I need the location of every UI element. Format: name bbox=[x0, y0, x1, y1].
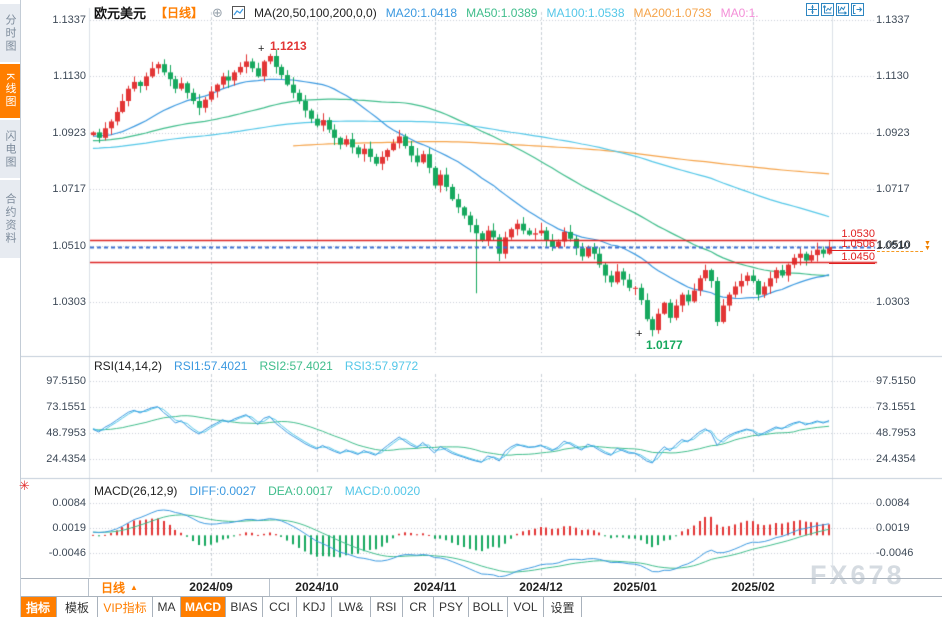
tab-cci[interactable]: CCI bbox=[263, 597, 297, 617]
sidebar-item-4[interactable]: 合约资料 bbox=[0, 180, 20, 258]
price-axis-label-right: 1.0923 bbox=[876, 127, 910, 139]
xaxis-month-label: 2025/01 bbox=[613, 580, 657, 594]
resistance-level-label: 1.0530 bbox=[829, 229, 875, 241]
rsi-axis-label-right: 24.4354 bbox=[876, 453, 916, 465]
price-axis-label-right: 1.0717 bbox=[876, 183, 910, 195]
sidebar-item-3[interactable]: 闪电图 bbox=[0, 120, 20, 178]
macd-axis-label-left: 0.0019 bbox=[52, 522, 86, 534]
tab-设置[interactable]: 设置 bbox=[544, 597, 582, 617]
rsi-axis-label-left: 48.7953 bbox=[46, 427, 86, 439]
price-axis-label-right: 1.0510 bbox=[876, 240, 910, 252]
tab-bias[interactable]: BIAS bbox=[226, 597, 263, 617]
period-tag: 【日线】 bbox=[155, 6, 204, 20]
rsi-axis-label-left: 73.1551 bbox=[46, 401, 86, 413]
tab-模板[interactable]: 模板 bbox=[57, 597, 98, 617]
price-axis-label-left: 1.0303 bbox=[52, 296, 86, 308]
tab-psy[interactable]: PSY bbox=[434, 597, 469, 617]
ma-indicator-icon[interactable] bbox=[231, 6, 245, 19]
low-annotation: 1.0177 bbox=[646, 338, 683, 352]
price-axis-label-left: 1.0510 bbox=[52, 240, 86, 252]
price-axis-label-right: 1.0303 bbox=[876, 296, 910, 308]
tab-boll[interactable]: BOLL bbox=[469, 597, 508, 617]
rsi-axis-label-right: 48.7953 bbox=[876, 427, 916, 439]
rsi3-value: RSI3:57.9772 bbox=[344, 359, 419, 373]
ma200-value: MA200:1.0733 bbox=[633, 5, 712, 20]
support-level-label: 1.0450 bbox=[829, 252, 875, 264]
y-axis-zoom-icon[interactable] bbox=[821, 3, 834, 21]
axis-price-label: 1.0510 bbox=[877, 240, 923, 252]
low-marker-icon: + bbox=[636, 328, 643, 340]
xaxis-row: 日线 ▲ bbox=[20, 578, 942, 597]
chart-type-sidebar: 分时图 K线图 闪电图 合约资料 bbox=[0, 0, 21, 617]
period-dropdown[interactable]: 日线 ▲ bbox=[88, 579, 270, 596]
macd-axis-label-right: 0.0084 bbox=[876, 497, 910, 509]
price-axis-label-right: 1.1337 bbox=[876, 14, 910, 26]
symbol-name: 欧元美元 bbox=[94, 6, 147, 21]
macd-axis-label-left: -0.0046 bbox=[48, 547, 86, 559]
x-axis-zoom-icon[interactable] bbox=[836, 3, 849, 21]
rsi-title: RSI(14,14,2) bbox=[94, 359, 163, 373]
chart-header: 欧元美元 【日线】 ⊕ MA(20,50,100,200,0,0) MA20:1… bbox=[94, 3, 759, 22]
sidebar-item-2[interactable]: K线图 bbox=[0, 64, 20, 118]
rsi2-value: RSI2:57.4021 bbox=[259, 359, 333, 373]
macd-title: MACD(26,12,9) bbox=[94, 484, 178, 498]
xaxis-month-label: 2024/09 bbox=[189, 580, 233, 594]
ma100-value: MA100:1.0538 bbox=[546, 5, 625, 20]
tab-kdj[interactable]: KDJ bbox=[297, 597, 332, 617]
macd-axis-label-right: -0.0046 bbox=[876, 547, 914, 559]
rsi-axis-label-right: 73.1551 bbox=[876, 401, 916, 413]
rsi-axis-label-left: 97.5150 bbox=[46, 375, 86, 387]
dea-value: DEA:0.0017 bbox=[268, 484, 333, 498]
price-axis-label-left: 1.0717 bbox=[52, 183, 86, 195]
sidebar-item-1[interactable]: 分时图 bbox=[0, 4, 20, 62]
tab-指标[interactable]: 指标 bbox=[20, 597, 57, 617]
tab-vip指标[interactable]: VIP指标 bbox=[98, 597, 153, 617]
indicator-tabbar: 指标 模板 VIP指标 MA MACD BIAS CCI KDJ LW& RSI CR PSY BOLL… bbox=[20, 597, 942, 617]
diff-value: DIFF:0.0027 bbox=[189, 484, 257, 498]
rsi1-value: RSI1:57.4021 bbox=[174, 359, 248, 373]
price-axis-label-left: 1.1130 bbox=[53, 70, 86, 82]
tab-ma[interactable]: MA bbox=[153, 597, 181, 617]
ma0-value: MA0:1. bbox=[720, 5, 759, 20]
ma50-value: MA50:1.0389 bbox=[466, 5, 538, 20]
high-annotation: 1.1213 bbox=[270, 39, 307, 53]
xaxis-month-label: 2024/11 bbox=[413, 580, 457, 594]
macd-axis-label-left: 0.0084 bbox=[52, 497, 86, 509]
dropdown-arrow-icon: ▲ bbox=[130, 583, 138, 592]
macd-value: MACD:0.0020 bbox=[344, 484, 421, 498]
alert-burst-icon[interactable]: ✳ bbox=[19, 478, 30, 493]
exit-fullscreen-icon[interactable] bbox=[851, 3, 864, 21]
tab-macd[interactable]: MACD bbox=[181, 597, 226, 617]
tab-vol[interactable]: VOL bbox=[508, 597, 544, 617]
tab-lw&[interactable]: LW& bbox=[332, 597, 371, 617]
price-marker-arrows-icon[interactable]: ▼ ▼ bbox=[924, 240, 931, 252]
crosshair-icon[interactable] bbox=[806, 3, 819, 21]
macd-axis-label-right: 0.0019 bbox=[876, 522, 910, 534]
price-axis-label-left: 1.0923 bbox=[52, 127, 86, 139]
price-axis-label-left: 1.1337 bbox=[52, 14, 86, 26]
rsi-axis-label-right: 97.5150 bbox=[876, 375, 916, 387]
ma20-value: MA20:1.0418 bbox=[385, 5, 458, 20]
tab-cr[interactable]: CR bbox=[403, 597, 434, 617]
macd-header: MACD(26,12,9) DIFF:0.0027 DEA:0.0017 MAC… bbox=[94, 484, 420, 498]
rsi-header: RSI(14,14,2) RSI1:57.4021 RSI2:57.4021 R… bbox=[94, 359, 418, 373]
current-price-level-label: 1.0506 bbox=[829, 239, 875, 251]
tab-rsi[interactable]: RSI bbox=[371, 597, 403, 617]
xaxis-month-label: 2024/12 bbox=[519, 580, 563, 594]
ma-settings-label: MA(20,50,100,200,0,0) bbox=[253, 5, 377, 20]
add-indicator-icon[interactable]: ⊕ bbox=[212, 4, 223, 20]
xaxis-month-label: 2024/10 bbox=[295, 580, 339, 594]
rsi-axis-label-left: 24.4354 bbox=[46, 453, 86, 465]
price-axis-label-right: 1.1130 bbox=[876, 70, 909, 82]
high-marker-icon: + bbox=[258, 43, 265, 55]
chart-toolbar bbox=[806, 3, 864, 21]
xaxis-month-label: 2025/02 bbox=[731, 580, 775, 594]
